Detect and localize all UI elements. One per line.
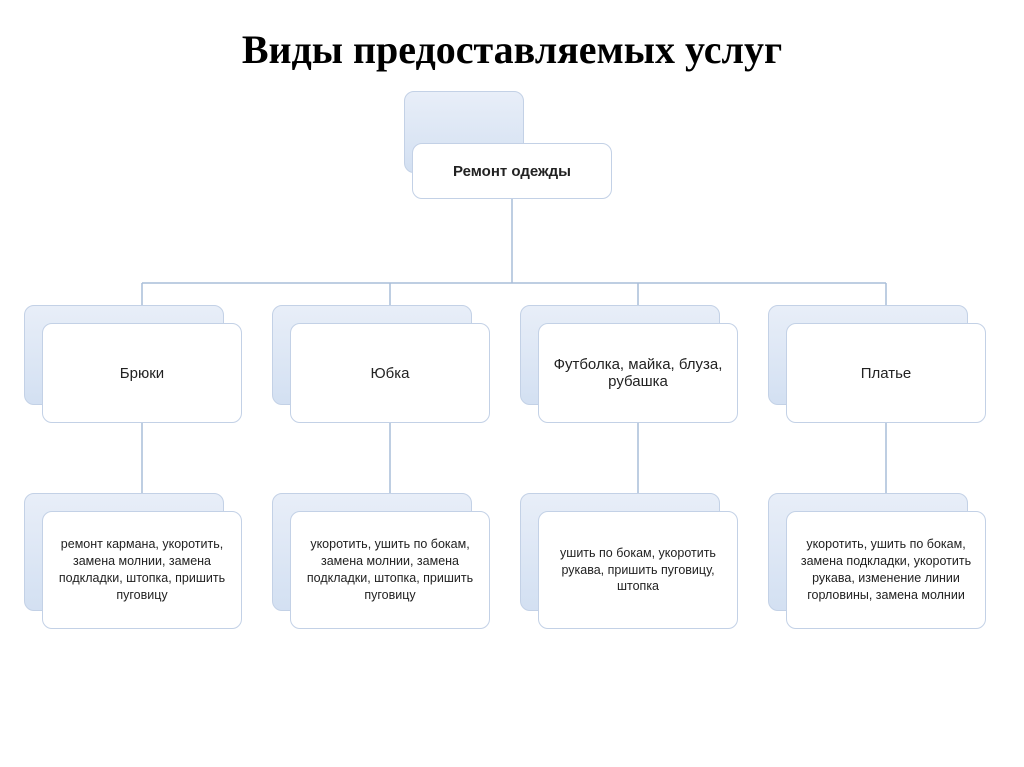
category-card: Брюки	[42, 323, 242, 423]
page-title: Виды предоставляемых услуг	[0, 0, 1024, 73]
detail-label: укоротить, ушить по бокам, замена молнии…	[301, 536, 479, 604]
category-label: Футболка, майка, блуза, рубашка	[549, 356, 727, 390]
category-card: Футболка, майка, блуза, рубашка	[538, 323, 738, 423]
root-label: Ремонт одежды	[453, 163, 571, 180]
root-card: Ремонт одежды	[412, 143, 612, 199]
detail-label: ремонт кармана, укоротить, замена молнии…	[53, 536, 231, 604]
org-chart: Ремонт одежды Брюки Юбка Футболка, майка, …	[0, 73, 1024, 713]
category-label: Брюки	[120, 365, 164, 382]
detail-card: укоротить, ушить по бокам, замена подкла…	[786, 511, 986, 629]
detail-label: укоротить, ушить по бокам, замена подкла…	[797, 536, 975, 604]
category-card: Платье	[786, 323, 986, 423]
category-label: Юбка	[371, 365, 410, 382]
detail-label: ушить по бокам, укоротить рукава, пришит…	[549, 545, 727, 596]
category-card: Юбка	[290, 323, 490, 423]
category-label: Платье	[861, 365, 912, 382]
detail-card: ремонт кармана, укоротить, замена молнии…	[42, 511, 242, 629]
detail-card: ушить по бокам, укоротить рукава, пришит…	[538, 511, 738, 629]
detail-card: укоротить, ушить по бокам, замена молнии…	[290, 511, 490, 629]
